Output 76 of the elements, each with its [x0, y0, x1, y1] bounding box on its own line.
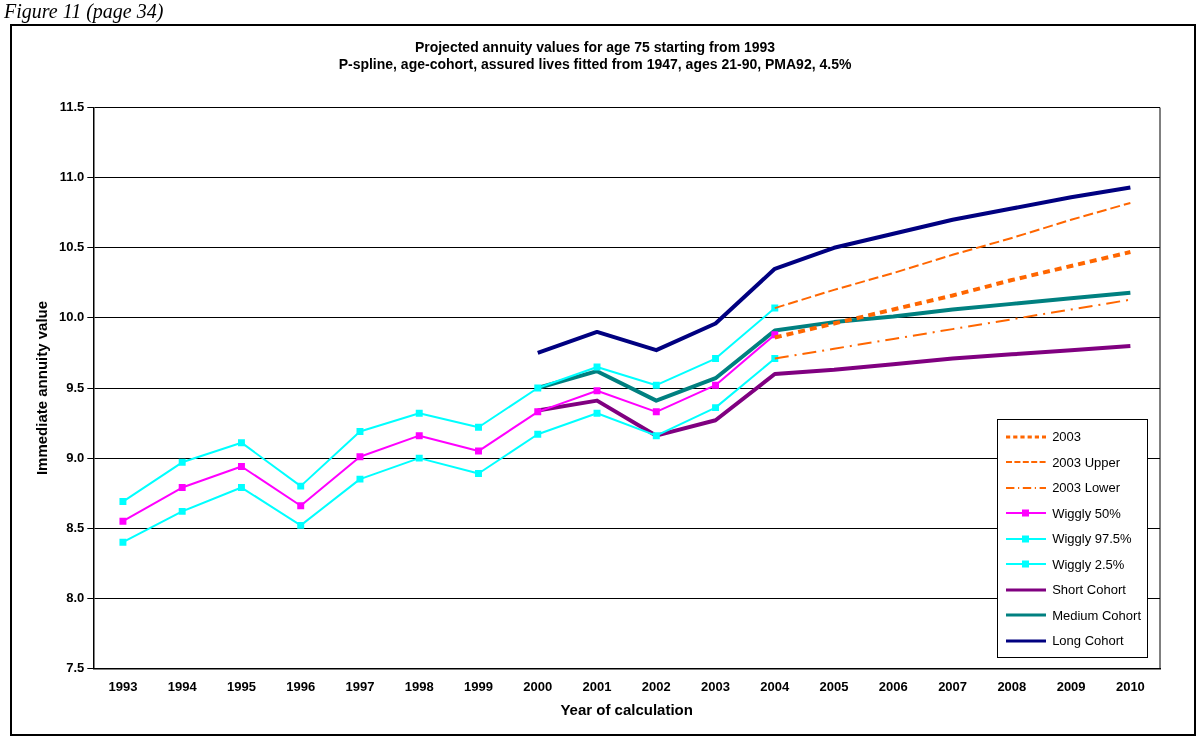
point — [712, 404, 720, 412]
x-tick-label: 2010 — [1115, 678, 1145, 694]
point — [534, 430, 542, 438]
point — [237, 439, 245, 447]
legend-label: Short Cohort — [1052, 582, 1126, 598]
y-tick-label: 10.5 — [58, 239, 85, 255]
x-tick-label: 1996 — [286, 678, 316, 694]
point — [475, 470, 482, 477]
point — [712, 381, 720, 389]
line-series — [773, 201, 1132, 310]
line-series — [772, 250, 1133, 340]
x-tick-label: 2008 — [997, 678, 1027, 694]
x-tick-label: 2006 — [878, 678, 908, 694]
legend-label: Wiggly 50% — [1052, 505, 1121, 521]
point — [415, 409, 423, 417]
legend-label: 2003 Lower — [1052, 480, 1121, 496]
point — [119, 517, 127, 525]
point — [712, 355, 720, 363]
point — [297, 502, 305, 510]
point — [475, 423, 482, 431]
x-tick-label: 2005 — [819, 678, 849, 694]
x-tick-label: 2007 — [938, 678, 968, 694]
y-tick-label: 9.5 — [66, 379, 85, 395]
point — [475, 447, 482, 455]
point — [534, 384, 542, 392]
point — [593, 363, 601, 371]
point — [178, 458, 186, 466]
point — [178, 484, 186, 492]
point — [237, 463, 245, 470]
x-tick-label: 2003 — [701, 678, 730, 694]
chart-title: Projected annuity values for age 75 starting from 1993 — [414, 39, 776, 56]
y-tick-label: 9.0 — [66, 449, 85, 465]
y-tick-label: 7.5 — [66, 659, 85, 675]
legend-label: Wiggly 2.5% — [1052, 556, 1125, 572]
point — [534, 408, 542, 416]
chart-subtitle: P-spline, age-cohort, assured lives fitted from 1947, ages 21-90, PMA92, 4.5% — [338, 56, 852, 73]
point — [652, 432, 660, 440]
x-tick-label: 2002 — [641, 678, 671, 694]
x-tick-label: 1998 — [404, 678, 434, 694]
point — [356, 475, 364, 483]
point — [652, 381, 660, 389]
point — [119, 538, 127, 546]
point — [356, 427, 364, 435]
point — [297, 521, 305, 529]
x-tick-label: 2001 — [582, 678, 612, 694]
point — [415, 432, 423, 440]
point — [237, 484, 245, 492]
legend-label: Medium Cohort — [1052, 607, 1141, 623]
x-tick-label: 1997 — [345, 678, 375, 694]
x-tick-label: 1993 — [108, 678, 138, 694]
point — [297, 482, 305, 490]
legend-label: 2003 Upper — [1052, 454, 1121, 470]
legend-label: Wiggly 97.5% — [1052, 531, 1132, 547]
x-tick-label: 2009 — [1056, 678, 1086, 694]
point — [593, 387, 601, 395]
legend-label: Long Cohort — [1052, 633, 1124, 649]
x-tick-label: 1994 — [167, 678, 198, 694]
caption: Figure 11 (page 34) — [4, 0, 164, 23]
y-tick-label: 10.0 — [58, 309, 85, 325]
point — [119, 498, 127, 506]
x-tick-label: 2004 — [760, 678, 791, 694]
y-tick-label: 11.0 — [59, 169, 85, 185]
x-tick-label: 1995 — [226, 678, 256, 694]
x-tick-label: 2000 — [523, 678, 553, 694]
point — [356, 453, 364, 461]
point — [652, 408, 660, 416]
point — [593, 409, 601, 417]
y-tick-label: 8.0 — [66, 589, 85, 605]
point — [415, 454, 423, 462]
y-axis-title: Immediate annuity value — [33, 300, 51, 476]
legend-label: 2003 — [1052, 429, 1082, 445]
x-axis-title: Year of calculation — [560, 701, 693, 719]
y-tick-label: 8.5 — [66, 519, 85, 535]
point — [178, 507, 186, 515]
y-tick-label: 11.5 — [59, 99, 85, 115]
x-tick-label: 1999 — [464, 678, 493, 694]
